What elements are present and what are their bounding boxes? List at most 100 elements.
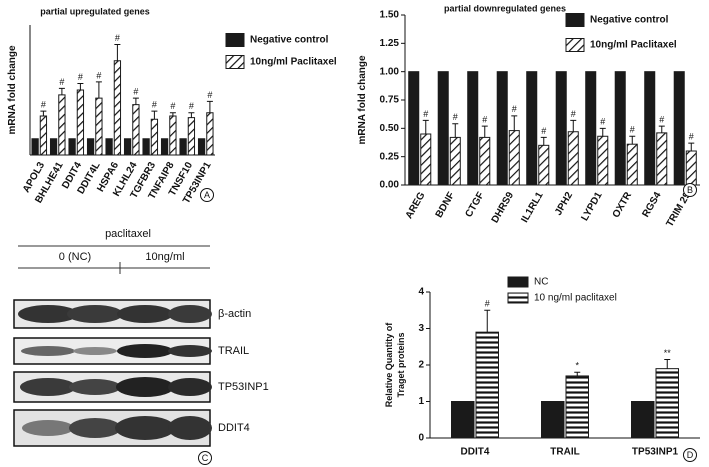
bar <box>76 89 85 156</box>
bar <box>179 138 187 156</box>
annotation: # <box>41 100 46 110</box>
bar <box>673 71 685 186</box>
panel-badge <box>198 451 212 465</box>
blot-row-label: TP53INP1 <box>218 381 269 393</box>
bar <box>541 401 565 439</box>
y-tick-label: 2 <box>418 360 424 371</box>
bar <box>538 144 550 186</box>
panel-label: C <box>202 453 209 463</box>
chart-panel: partial upregulated genes mRNA fold chang… <box>7 6 337 205</box>
bar <box>496 71 508 186</box>
chart-panel: partial downregulated genes mRNA fold cha… <box>357 3 700 229</box>
y-tick-label: 3 <box>418 323 424 334</box>
error-bar <box>481 125 488 138</box>
bar <box>644 71 656 186</box>
y-tick-label: 0.25 <box>380 151 400 162</box>
blot-band <box>117 344 173 358</box>
y-axis-label: mRNA fold change <box>7 45 18 135</box>
bar <box>132 104 140 156</box>
chart-title: partial upregulated genes <box>40 6 150 16</box>
bar <box>467 71 479 186</box>
bar <box>479 136 491 186</box>
y-tick-label: 1.50 <box>380 10 400 21</box>
y-axis-label-line: Relative Quantity of <box>384 322 394 408</box>
bar <box>113 60 122 156</box>
annotation: # <box>541 126 546 136</box>
y-tick-label: 0.00 <box>380 180 400 191</box>
panel-label: D <box>687 450 694 460</box>
bar <box>585 71 597 186</box>
bar <box>95 97 103 156</box>
bar <box>123 138 132 156</box>
error-bar <box>452 123 459 138</box>
x-tick-label: DHRS9 <box>490 190 517 225</box>
x-tick-label: BDNF <box>434 190 457 220</box>
blot-row-label: TRAIL <box>218 345 249 357</box>
error-bar <box>169 112 176 116</box>
bar <box>206 112 214 156</box>
annotation: # <box>96 70 101 80</box>
bar <box>68 138 76 156</box>
error-bar <box>540 136 547 146</box>
error-bar <box>40 110 47 116</box>
legend-swatch <box>225 55 245 69</box>
error-bar <box>95 81 102 99</box>
chart-title: partial downregulated genes <box>444 3 566 13</box>
annotation: # <box>170 101 175 111</box>
y-axis-label-line: mRNA fold change <box>357 55 368 145</box>
error-bar <box>151 110 158 120</box>
blot-band <box>69 379 121 395</box>
annotation: # <box>600 117 605 127</box>
panel-label: A <box>204 190 210 200</box>
bar <box>451 401 475 439</box>
blot-band <box>18 305 78 323</box>
x-tick-label: TRAIL <box>550 447 579 458</box>
bar <box>656 132 668 186</box>
bar <box>526 71 538 186</box>
legend-swatch <box>225 33 245 47</box>
y-axis-label: mRNA fold change <box>357 55 368 145</box>
blot-row-label: β-actin <box>218 308 251 320</box>
bar <box>49 138 58 156</box>
annotation: * <box>575 361 579 371</box>
y-tick-label: 1 <box>418 396 424 407</box>
bar <box>105 138 113 156</box>
blot-band <box>116 377 174 397</box>
bar <box>142 138 150 156</box>
bar <box>567 131 579 186</box>
x-tick-label: RGS4 <box>640 190 663 219</box>
error-bar <box>574 371 581 376</box>
blot-group: 10ng/ml <box>145 251 184 263</box>
bar <box>626 143 638 186</box>
bar <box>597 135 609 186</box>
error-bar <box>570 119 577 132</box>
blot-band <box>21 346 75 356</box>
x-tick-label: TP53INP1 <box>632 447 679 458</box>
annotation: # <box>152 100 157 110</box>
blot-group: 0 (NC) <box>59 251 91 263</box>
y-tick-label: 1.00 <box>380 66 400 77</box>
blot-band <box>67 305 123 323</box>
bar <box>508 130 520 186</box>
bar <box>437 71 449 186</box>
legend-label: 10ng/ml Paclitaxel <box>590 40 677 51</box>
annotation: # <box>485 299 490 309</box>
y-tick-label: 1.25 <box>380 38 400 49</box>
bar <box>86 138 95 156</box>
blot-band <box>69 418 121 438</box>
legend-swatch <box>507 276 529 288</box>
bar <box>169 115 177 156</box>
panel-label: B <box>687 185 693 195</box>
x-tick-label: DDIT4 <box>461 447 490 458</box>
error-bar <box>77 83 84 90</box>
blot-band <box>115 416 175 440</box>
x-tick-label: JPH2 <box>553 190 575 218</box>
annotation: ** <box>664 348 672 358</box>
bar <box>31 138 39 156</box>
annotation: # <box>115 33 120 43</box>
error-bar <box>511 115 518 131</box>
x-tick-label: CTGF <box>463 190 486 219</box>
y-axis-label-line: Traget proteins <box>396 332 406 397</box>
blot-band <box>168 378 212 396</box>
